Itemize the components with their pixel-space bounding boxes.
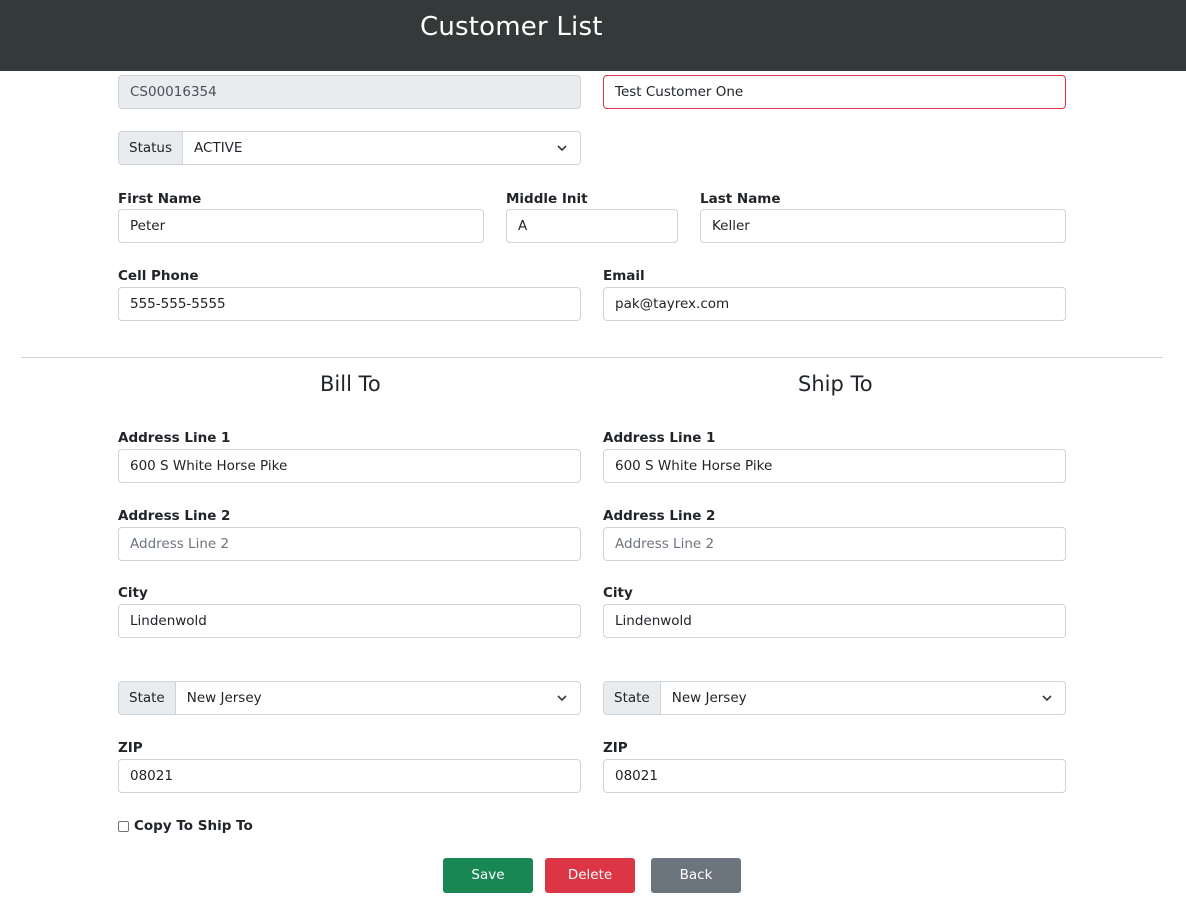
save-button[interactable]: Save — [443, 858, 533, 893]
delete-button[interactable]: Delete — [545, 858, 635, 893]
page-title: Customer List — [420, 12, 603, 42]
status-value: ACTIVE — [194, 140, 243, 156]
customer-id-field: CS00016354 — [118, 75, 581, 109]
chevron-down-icon — [557, 145, 567, 152]
cell-phone-input[interactable]: 555-555-5555 — [118, 287, 581, 321]
ship-state-label: State — [603, 681, 661, 715]
customer-name-input[interactable]: Test Customer One — [603, 75, 1066, 109]
back-button[interactable]: Back — [651, 858, 741, 893]
last-name-input[interactable]: Keller — [700, 209, 1066, 243]
chevron-down-icon — [557, 695, 567, 702]
status-select-group[interactable]: Status ACTIVE — [118, 131, 581, 165]
ship-zip-label: ZIP — [603, 740, 628, 756]
status-label: Status — [118, 131, 184, 165]
ship-address1-input[interactable]: 600 S White Horse Pike — [603, 449, 1066, 483]
section-divider — [21, 357, 1163, 358]
ship-address2-input[interactable]: Address Line 2 — [603, 527, 1066, 561]
bill-address2-label: Address Line 2 — [118, 508, 231, 524]
ship-to-title: Ship To — [798, 372, 873, 396]
bill-address2-input[interactable]: Address Line 2 — [118, 527, 581, 561]
bill-state-value: New Jersey — [186, 690, 262, 706]
cell-phone-label: Cell Phone — [118, 268, 199, 284]
email-input[interactable]: pak@tayrex.com — [603, 287, 1066, 321]
ship-city-label: City — [603, 585, 633, 601]
bill-city-label: City — [118, 585, 148, 601]
bill-address1-label: Address Line 1 — [118, 430, 231, 446]
first-name-label: First Name — [118, 191, 202, 207]
ship-state-value: New Jersey — [671, 690, 747, 706]
middle-init-input[interactable]: A — [506, 209, 678, 243]
app-header: Customer List — [0, 0, 1186, 71]
bill-state-select-group[interactable]: State New Jersey — [118, 681, 581, 715]
ship-state-select[interactable]: New Jersey — [660, 681, 1066, 715]
middle-init-label: Middle Init — [506, 191, 588, 207]
ship-address1-label: Address Line 1 — [603, 430, 716, 446]
chevron-down-icon — [1042, 695, 1052, 702]
copy-to-ship-option[interactable]: Copy To Ship To — [118, 818, 253, 834]
bill-state-label: State — [118, 681, 176, 715]
copy-to-ship-checkbox[interactable] — [118, 820, 129, 832]
last-name-label: Last Name — [700, 191, 781, 207]
copy-to-ship-label: Copy To Ship To — [134, 818, 253, 834]
first-name-input[interactable]: Peter — [118, 209, 484, 243]
bill-address1-input[interactable]: 600 S White Horse Pike — [118, 449, 581, 483]
ship-zip-input[interactable]: 08021 — [603, 759, 1066, 793]
bill-state-select[interactable]: New Jersey — [175, 681, 581, 715]
bill-to-title: Bill To — [320, 372, 381, 396]
ship-state-select-group[interactable]: State New Jersey — [603, 681, 1066, 715]
ship-city-input[interactable]: Lindenwold — [603, 604, 1066, 638]
bill-city-input[interactable]: Lindenwold — [118, 604, 581, 638]
ship-address2-label: Address Line 2 — [603, 508, 716, 524]
email-label: Email — [603, 268, 645, 284]
bill-zip-input[interactable]: 08021 — [118, 759, 581, 793]
bill-zip-label: ZIP — [118, 740, 143, 756]
status-select[interactable]: ACTIVE — [183, 131, 581, 165]
